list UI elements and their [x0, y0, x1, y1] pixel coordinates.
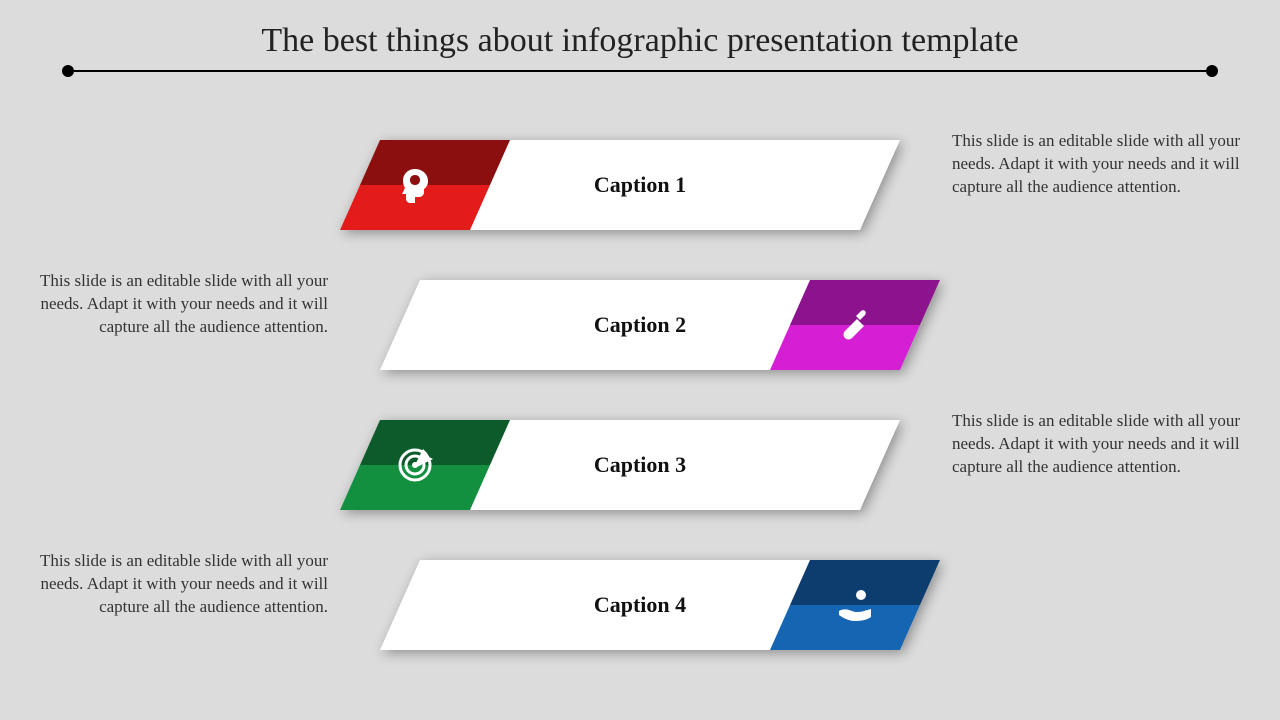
row-description: This slide is an editable slide with all…	[952, 130, 1262, 199]
head-bulb-icon	[350, 140, 480, 230]
caption-label: Caption 3	[490, 420, 790, 510]
caption-label: Caption 2	[490, 280, 790, 370]
row-description: This slide is an editable slide with all…	[18, 270, 328, 339]
row-description: This slide is an editable slide with all…	[952, 410, 1262, 479]
wrench-icon	[790, 280, 920, 370]
caption-label: Caption 1	[490, 140, 790, 230]
infographic-row: Caption 2 This slide is an editable slide…	[0, 260, 1280, 400]
hand-person-icon	[790, 560, 920, 650]
infographic-row: Caption 4 This slide is an editable slide…	[0, 540, 1280, 680]
target-icon	[350, 420, 480, 510]
infographic-row: Caption 1 This slide is an editable slide…	[0, 120, 1280, 260]
caption-label: Caption 4	[490, 560, 790, 650]
row-description: This slide is an editable slide with all…	[18, 550, 328, 619]
title-divider	[68, 70, 1212, 72]
infographic-row: Caption 3 This slide is an editable slide…	[0, 400, 1280, 540]
page-title: The best things about infographic presen…	[0, 0, 1280, 60]
rows-container: Caption 1 This slide is an editable slide…	[0, 120, 1280, 680]
